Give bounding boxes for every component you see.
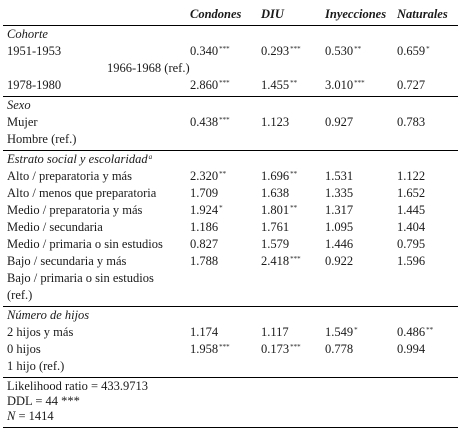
header-rule — [3, 25, 458, 26]
row-label: 2 hijos y más — [7, 325, 74, 339]
row-label: Bajo / secundaria y más — [7, 254, 127, 268]
table-row: 2 hijos y más 1.174 1.117 1.549* 0.486** — [3, 324, 458, 341]
odds-ratio-cell: 0.173*** — [261, 342, 301, 356]
column-header: Condones — [190, 7, 242, 21]
odds-ratio-cell: 1.123 — [261, 115, 290, 129]
row-label: Medio / secundaria — [7, 220, 103, 234]
row-label: Bajo / primaria o sin estudios — [7, 271, 154, 285]
odds-ratio-cell: 1.696** — [261, 169, 298, 183]
column-header-row: Condones DIU Inyecciones Naturales — [3, 6, 458, 23]
row-label: Medio / primaria o sin estudios — [7, 237, 163, 251]
section-title-text: Sexo — [7, 98, 31, 112]
odds-ratio-cell: 0.659* — [397, 44, 430, 58]
row-label: 1978-1980 — [7, 78, 62, 92]
section-title: Sexo — [3, 97, 458, 114]
bottom-rule — [3, 427, 458, 428]
odds-ratio-cell: 0.922 — [325, 254, 354, 268]
odds-ratio-cell: 0.795 — [397, 237, 426, 251]
row-label: 1951-1953 — [7, 44, 62, 58]
odds-ratio-cell: 1.455** — [261, 78, 298, 92]
odds-ratio-cell: 1.709 — [190, 186, 219, 200]
table-row: 1951-1953 0.340*** 0.293*** 0.530** 0.659* — [3, 43, 458, 60]
table-row: Bajo / secundaria y más 1.788 2.418*** 0.92… — [3, 253, 458, 270]
column-header: Inyecciones — [325, 7, 387, 21]
table-row: Medio / primaria o sin estudios 0.827 1.57… — [3, 236, 458, 253]
odds-ratio-cell: 1.652 — [397, 186, 426, 200]
section-title-text: Estrato social y escolaridada — [7, 152, 153, 166]
odds-ratio-cell: 1.446 — [325, 237, 354, 251]
table-row: Alto / preparatoria y más 2.320** 1.696** 1… — [3, 168, 458, 185]
row-label: 0 hijos — [7, 342, 41, 356]
section-rule — [3, 150, 458, 151]
odds-ratio-cell: 0.727 — [397, 78, 426, 92]
odds-ratio-cell: 1.788 — [190, 254, 219, 268]
odds-ratio-cell: 0.927 — [325, 115, 354, 129]
odds-ratio-cell: 0.778 — [325, 342, 354, 356]
table-row: (ref.) — [3, 287, 458, 304]
row-label: Hombre (ref.) — [7, 132, 77, 146]
row-label: Mujer — [7, 115, 38, 129]
odds-ratio-cell: 2.860*** — [190, 78, 230, 92]
table-row: 1 hijo (ref.) — [3, 358, 458, 375]
odds-ratio-cell: 1.596 — [397, 254, 426, 268]
odds-ratio-cell: 3.010*** — [325, 78, 365, 92]
odds-ratio-cell: 1.761 — [261, 220, 290, 234]
odds-ratio-cell: 0.827 — [190, 237, 219, 251]
section-title: Cohorte — [3, 26, 458, 43]
table-row: Mujer 0.438*** 1.123 0.927 0.783 — [3, 114, 458, 131]
footer-rule — [3, 377, 458, 378]
table-row: Medio / preparatoria y más 1.924* 1.801** 1… — [3, 202, 458, 219]
ddl: DDL = 44 *** — [7, 394, 80, 408]
table-row: Alto / menos que preparatoria 1.709 1.638 1… — [3, 185, 458, 202]
odds-ratio-cell: 1.801** — [261, 203, 298, 217]
odds-ratio-cell: 0.994 — [397, 342, 426, 356]
odds-ratio-cell: 1.186 — [190, 220, 219, 234]
table-row: 0 hijos 1.958*** 0.173*** 0.778 0.994 — [3, 341, 458, 358]
row-label: (ref.) — [7, 288, 33, 302]
row-label: Alto / preparatoria y más — [7, 169, 132, 183]
odds-ratio-cell: 0.486** — [397, 325, 434, 339]
row-label: 1966-1968 (ref.) — [107, 61, 190, 75]
odds-ratio-cell: 1.317 — [325, 203, 354, 217]
odds-ratio-cell: 1.117 — [261, 325, 289, 339]
section-rule — [3, 96, 458, 97]
table-row: 1966-1968 (ref.) — [3, 60, 458, 77]
table-row: Bajo / primaria o sin estudios — [3, 270, 458, 287]
odds-ratio-cell: 2.418*** — [261, 254, 301, 268]
odds-ratio-cell: 2.320** — [190, 169, 227, 183]
odds-ratio-cell: 0.293*** — [261, 44, 301, 58]
odds-ratio-cell: 1.638 — [261, 186, 290, 200]
section-title: Estrato social y escolaridada — [3, 151, 458, 168]
row-label: Alto / menos que preparatoria — [7, 186, 157, 200]
odds-ratio-cell: 0.530** — [325, 44, 362, 58]
table-row: Hombre (ref.) — [3, 131, 458, 148]
odds-ratio-cell: 1.924* — [190, 203, 223, 217]
odds-ratio-cell: 1.095 — [325, 220, 354, 234]
odds-ratio-cell: 1.549* — [325, 325, 358, 339]
row-label: 1 hijo (ref.) — [7, 359, 65, 373]
likelihood-ratio: Likelihood ratio = 433.9713 — [7, 379, 149, 393]
odds-ratio-cell: 1.174 — [190, 325, 219, 339]
sample-size: N = 1414 — [7, 409, 54, 423]
row-label: Medio / preparatoria y más — [7, 203, 143, 217]
odds-ratio-cell: 0.783 — [397, 115, 426, 129]
section-title: Número de hijos — [3, 307, 458, 324]
odds-ratio-cell: 1.445 — [397, 203, 426, 217]
table-row: 1978-1980 2.860*** 1.455** 3.010*** 0.727 — [3, 77, 458, 94]
column-header: DIU — [261, 7, 284, 21]
odds-ratio-cell: 1.122 — [397, 169, 426, 183]
odds-ratio-cell: 0.340*** — [190, 44, 230, 58]
section-title-text: Cohorte — [7, 27, 48, 41]
odds-ratio-cell: 1.335 — [325, 186, 354, 200]
odds-ratio-cell: 1.958*** — [190, 342, 230, 356]
section-title-text: Número de hijos — [7, 308, 90, 322]
odds-ratio-cell: 1.579 — [261, 237, 290, 251]
column-header: Naturales — [397, 7, 448, 21]
table-row: Medio / secundaria 1.186 1.761 1.095 1.404 — [3, 219, 458, 236]
section-rule — [3, 306, 458, 307]
odds-ratio-cell: 0.438*** — [190, 115, 230, 129]
odds-ratio-cell: 1.404 — [397, 220, 426, 234]
odds-ratio-cell: 1.531 — [325, 169, 354, 183]
